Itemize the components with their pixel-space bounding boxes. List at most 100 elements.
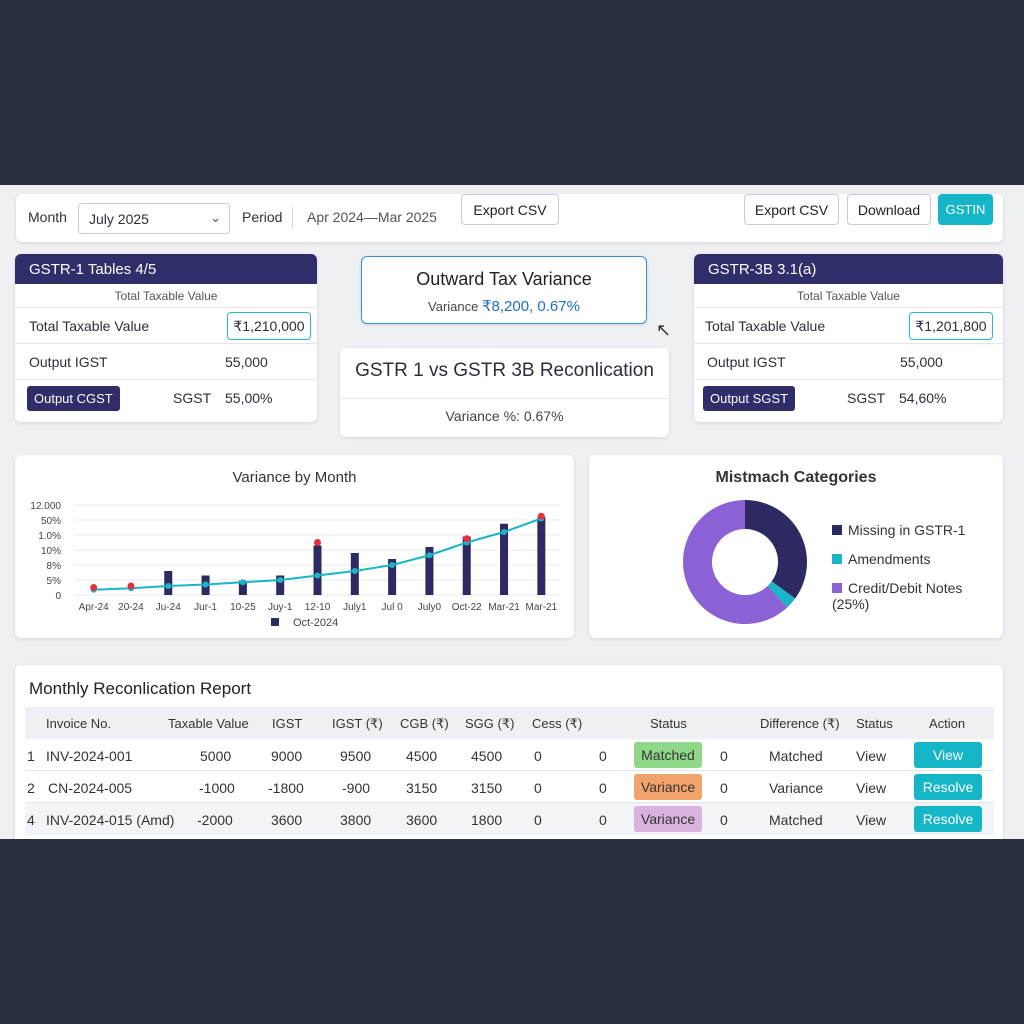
invoice-no: INV-2024-001 xyxy=(46,748,133,764)
trend-point xyxy=(165,583,172,589)
view-button[interactable]: View xyxy=(914,742,982,768)
download-button[interactable]: Download xyxy=(847,194,931,225)
igst-rs: -900 xyxy=(342,780,371,796)
y-tick-label: 5% xyxy=(47,576,62,587)
taxable-value: -2000 xyxy=(197,812,233,828)
month-select[interactable]: July 2025 ⌄ xyxy=(78,203,230,234)
divider xyxy=(292,207,293,229)
y-tick-label: 1.0% xyxy=(38,531,61,542)
trend-point xyxy=(202,581,209,588)
marker-point xyxy=(90,584,98,591)
bar xyxy=(238,580,247,595)
cgb: 4500 xyxy=(406,748,438,764)
sgg: 4500 xyxy=(471,748,503,764)
view-link[interactable]: View xyxy=(856,812,887,828)
marker-point xyxy=(127,582,135,590)
view-link[interactable]: View xyxy=(856,780,887,796)
col-invoice: Invoice No. xyxy=(46,716,112,731)
gstr1-igst-label: Output IGST xyxy=(29,354,108,370)
marker-point xyxy=(537,512,545,520)
gstr1-total-label: Total Taxable Value xyxy=(29,318,150,334)
status-badge: Variance xyxy=(634,806,702,832)
col-taxable: Taxable Value xyxy=(168,716,249,731)
cess: 0 xyxy=(534,748,542,764)
x-tick-label: Mar-21 xyxy=(488,602,520,613)
variance-title: Outward Tax Variance xyxy=(416,269,592,289)
legend-swatch xyxy=(271,618,279,626)
row-number: 1 xyxy=(27,748,35,764)
export-csv-button[interactable]: Export CSV xyxy=(461,194,559,225)
trend-point xyxy=(239,579,246,586)
extra-value: 0 xyxy=(599,748,607,764)
y-tick-label: 50% xyxy=(41,516,61,527)
gstr3b-subtitle: Total Taxable Value xyxy=(694,284,1003,308)
legend-swatch xyxy=(832,525,842,535)
extra-value: 0 xyxy=(599,812,607,828)
col-igst-rs: IGST (₹) xyxy=(332,716,383,731)
cess: 0 xyxy=(534,812,542,828)
table-title: Monthly Reconlication Report xyxy=(29,679,252,698)
gstr1-card: GSTR-1 Tables 4/5 Total Taxable Value To… xyxy=(15,254,317,422)
chevron-down-icon: ⌄ xyxy=(210,210,221,225)
x-tick-label: Jul 0 xyxy=(382,602,404,613)
gstin-button[interactable]: GSTIN xyxy=(938,194,993,225)
variance-by-month-card: Variance by Month 12.000 50% 1.0% 10% 8% 5% 0 A… xyxy=(15,455,574,638)
legend-credit-debit: Credit/Debit Notes (25%) xyxy=(832,580,1003,612)
gstr3b-igst-label: Output IGST xyxy=(707,354,786,370)
x-tick-label: 10-25 xyxy=(230,602,256,613)
taxable-value: -1000 xyxy=(199,780,235,796)
legend-swatch xyxy=(832,554,842,564)
export-csv-button-secondary[interactable]: Export CSV xyxy=(744,194,839,225)
table-row: 4 INV-2024-015 (Amd) -2000 3600 3800 360… xyxy=(25,803,994,835)
reconciliation-variance: Variance %: 0.67% xyxy=(445,408,564,424)
resolve-button[interactable]: Resolve xyxy=(914,806,982,832)
gstr1-subtitle: Total Taxable Value xyxy=(15,284,317,308)
col-sgg: SGG (₹) xyxy=(465,716,515,731)
x-tick-label: 20-24 xyxy=(118,602,144,613)
donut-title: Mistmach Categories xyxy=(715,469,877,486)
status-text: Matched xyxy=(769,812,823,828)
variance-subtitle: Variance ₹8,200, 0.67% xyxy=(362,297,646,315)
table-header: Invoice No. Taxable Value IGST IGST (₹) … xyxy=(25,707,994,739)
legend-label: Missing in GSTR-1 xyxy=(848,522,966,538)
col-difference: Difference (₹) xyxy=(760,716,840,731)
extra-value: 0 xyxy=(599,780,607,796)
legend-label: Amendments xyxy=(848,551,931,567)
gstr3b-total-label: Total Taxable Value xyxy=(705,318,826,334)
gstr3b-title: GSTR-3B 3.1(a) xyxy=(694,254,1003,284)
bar xyxy=(425,547,434,595)
status-badge: Variance xyxy=(634,774,702,800)
donut-slice xyxy=(767,581,796,608)
status-text: Variance xyxy=(769,780,824,796)
x-tick-label: Ju-24 xyxy=(156,602,181,613)
igst: -1800 xyxy=(268,780,304,796)
variance-amount: ₹8,200, 0.67% xyxy=(482,298,580,315)
marker-point xyxy=(463,535,471,543)
y-tick-label: 8% xyxy=(47,561,62,572)
outward-tax-variance-card[interactable]: Outward Tax Variance Variance ₹8,200, 0.… xyxy=(361,256,647,324)
gstr3b-sgst-pill[interactable]: Output SGST xyxy=(703,386,796,411)
mismatch-categories-card: Mistmach Categories Missing in GSTR-1 Am… xyxy=(589,455,1003,638)
row-number: 4 xyxy=(27,812,35,828)
igst-rs: 3800 xyxy=(340,812,372,828)
trend-point xyxy=(501,529,508,535)
trend-point xyxy=(277,577,284,583)
gstr1-cgst-pill[interactable]: Output CGST xyxy=(27,386,120,411)
resolve-button[interactable]: Resolve xyxy=(914,774,982,800)
col-igst: IGST xyxy=(272,716,303,731)
month-select-value: July 2025 xyxy=(89,211,149,227)
reconciliation-title: GSTR 1 vs GSTR 3B Reconlication xyxy=(355,360,654,381)
trend-point xyxy=(314,572,321,579)
invoice-no: CN-2024-005 xyxy=(48,780,133,796)
toolbar: Month July 2025 ⌄ Period Apr 2024—Mar 20… xyxy=(16,194,1003,242)
gstr1-title: GSTR-1 Tables 4/5 xyxy=(15,254,317,284)
y-tick-label: 12.000 xyxy=(30,501,61,512)
gstr3b-sgst-row: Output SGST SGST 54,60% xyxy=(694,380,1003,416)
legend-amendments: Amendments xyxy=(832,551,930,567)
view-link[interactable]: View xyxy=(856,748,887,764)
col-action: Action xyxy=(929,716,966,731)
gstr1-sgst-label: SGST xyxy=(173,390,212,406)
igst: 9000 xyxy=(271,748,303,764)
x-tick-label: Oct-22 xyxy=(452,602,482,613)
x-tick-label: 12-10 xyxy=(305,602,331,613)
